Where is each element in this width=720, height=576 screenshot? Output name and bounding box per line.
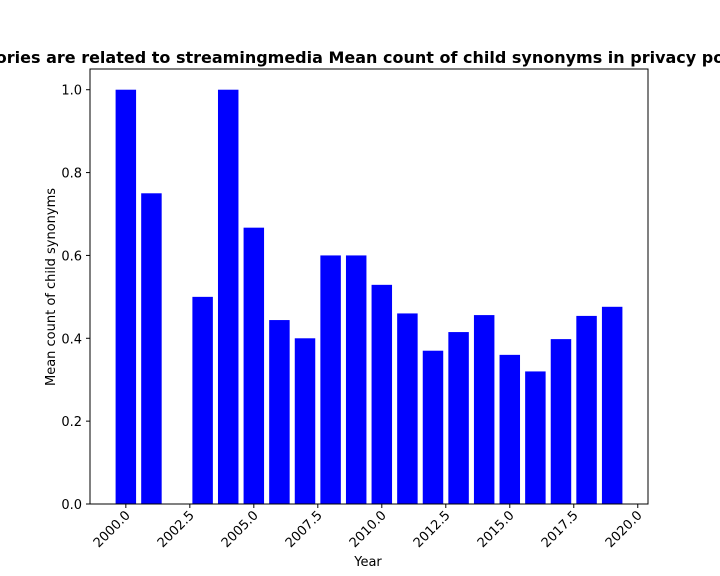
plot-frame	[89, 68, 649, 505]
bar-2010	[371, 284, 393, 504]
x-tick-label: 2002.5	[155, 508, 198, 551]
x-tick-label: 2020.0	[603, 508, 646, 551]
bar-2009	[345, 255, 367, 504]
bar-2018	[576, 315, 597, 504]
x-tick-label: 2007.5	[283, 508, 326, 551]
x-tick-label: 2015.0	[475, 508, 518, 551]
x-tick-label: 2010.0	[347, 508, 390, 551]
bar-2001	[141, 193, 162, 505]
y-tick-label: 1.0	[61, 84, 82, 99]
x-tick-label: 2012.5	[411, 508, 454, 551]
bar-2005	[243, 227, 265, 505]
bar-2011	[397, 313, 418, 504]
bar-2008	[320, 255, 341, 504]
bar-2012	[422, 350, 444, 504]
bar-2017	[550, 339, 572, 504]
x-tick-label: 2017.5	[539, 508, 582, 551]
bar-2000	[115, 89, 137, 505]
y-axis-label: Mean count of child synonyms	[44, 188, 59, 386]
y-tick-label: 0.2	[61, 415, 82, 430]
bar-2006	[269, 320, 290, 504]
bar-2003	[192, 296, 213, 504]
bar-2015	[499, 354, 521, 504]
y-tick-label: 0.0	[61, 498, 82, 513]
y-tick-label: 0.8	[61, 167, 82, 182]
bar-2013	[448, 332, 469, 504]
bar-2004	[217, 89, 239, 505]
bar-2016	[525, 371, 546, 504]
y-axis-ticks: 0.0 0.2 0.4 0.6 0.8 1.0	[61, 84, 90, 513]
bars-group	[115, 89, 623, 505]
bar-2019	[601, 306, 623, 504]
bar-2014	[473, 315, 495, 504]
x-axis-ticks: 2000.0 2002.5 2005.0 2007.5 2010.0 2012.5 2015…	[91, 504, 646, 551]
x-tick-label: 2000.0	[91, 508, 134, 551]
x-axis-label: Year	[353, 555, 382, 570]
chart-title: ories are related to streamingmedia Mean…	[0, 48, 720, 67]
y-tick-label: 0.4	[61, 332, 82, 347]
bar-2007	[294, 338, 316, 504]
x-tick-label: 2005.0	[219, 508, 262, 551]
y-tick-label: 0.6	[61, 249, 82, 264]
